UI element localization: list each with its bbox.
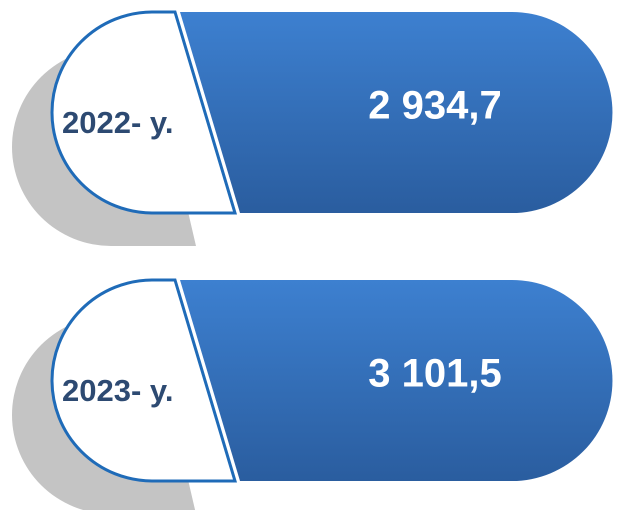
value-label: 3 101,5 [368,352,501,396]
value-label: 2 934,7 [368,84,501,128]
year-label: 2022- y. [62,105,173,140]
year-block: 2023- y. 3 101,5 [12,278,613,510]
value-pill [180,280,613,481]
year-capsule [50,10,238,215]
year-label: 2023- y. [62,373,173,408]
year-block: 2022- y. 2 934,7 [12,10,613,247]
year-capsule [50,278,238,483]
value-pill [180,12,613,213]
